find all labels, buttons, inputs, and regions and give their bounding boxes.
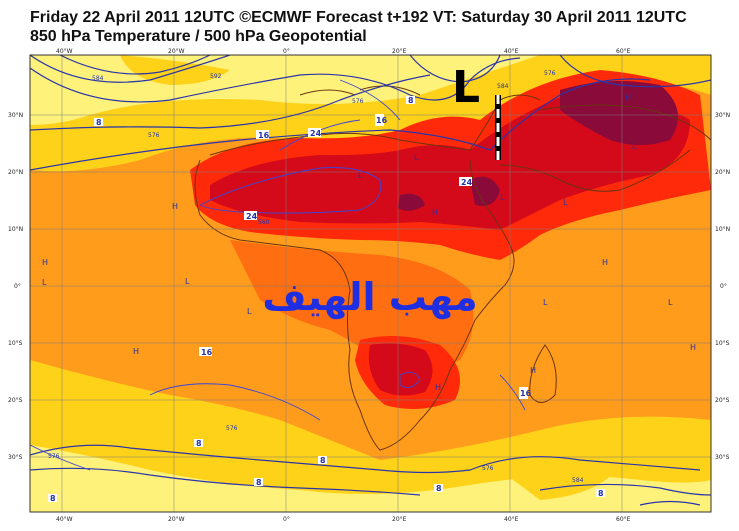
temp-label: 8 bbox=[50, 494, 56, 503]
temp-label: 24 bbox=[246, 212, 258, 221]
lat-label: 20°N bbox=[8, 169, 23, 176]
geo-label: 576 bbox=[48, 453, 60, 460]
lat-label: 10°S bbox=[8, 340, 23, 347]
lon-label: 40°E bbox=[504, 516, 519, 523]
lon-label: 40°W bbox=[56, 48, 73, 55]
arabic-annotation: مهب الهيف bbox=[262, 275, 477, 319]
low-marker: L bbox=[185, 277, 190, 286]
high-marker: H bbox=[530, 366, 536, 375]
geo-label: 560 bbox=[258, 219, 270, 226]
temp-label: 16 bbox=[201, 348, 213, 357]
lat-label: 30°S bbox=[715, 454, 730, 461]
lat-label: 20°S bbox=[8, 397, 23, 404]
lat-label: 20°S bbox=[715, 397, 730, 404]
high-marker: H bbox=[133, 347, 139, 356]
low-marker: L bbox=[247, 307, 252, 316]
longitude-labels: 40°W 20°W 0° 20°E 40°E 60°E 40°W 20°W 0°… bbox=[56, 48, 631, 523]
lon-label: 20°W bbox=[168, 48, 185, 55]
temp-label: 24 bbox=[461, 178, 473, 187]
temp-label: 8 bbox=[196, 439, 202, 448]
high-marker: H bbox=[690, 343, 696, 352]
low-marker: L bbox=[414, 153, 419, 162]
temp-label: 16 bbox=[376, 116, 388, 125]
lat-label: 30°N bbox=[8, 112, 23, 119]
temp-label: 16 bbox=[520, 389, 532, 398]
high-marker: H bbox=[602, 258, 608, 267]
high-marker: H bbox=[432, 208, 438, 217]
temperature-contour-labels: 8 16 24 24 24 16 8 16 16 8 8 8 8 8 8 bbox=[48, 96, 605, 503]
geo-label: 592 bbox=[210, 73, 222, 80]
lat-label: 10°S bbox=[715, 340, 730, 347]
low-marker: L bbox=[563, 198, 568, 207]
geopotential-contours bbox=[30, 55, 711, 506]
low-marker: L bbox=[543, 298, 548, 307]
temp-label: 8 bbox=[96, 118, 102, 127]
geo-label: 584 bbox=[572, 477, 584, 484]
lat-label: 10°N bbox=[715, 226, 730, 233]
geopotential-contour-labels: 584 592 576 576 584 560 576 576 576 576 … bbox=[48, 70, 584, 484]
low-marker: L bbox=[668, 298, 673, 307]
low-marker: L bbox=[632, 142, 637, 151]
latitude-labels: 30°N 20°N 10°N 0° 10°S 20°S 30°S 30°N 20… bbox=[8, 112, 730, 461]
lat-label: 30°N bbox=[715, 112, 730, 119]
lon-label: 40°E bbox=[504, 48, 519, 55]
lon-label: 20°E bbox=[392, 516, 407, 523]
lat-label: 10°N bbox=[8, 226, 23, 233]
geo-label: 584 bbox=[92, 75, 104, 82]
pressure-markers: H H H H H H H H H L L L L L L L L L L bbox=[42, 93, 696, 392]
lat-label: 0° bbox=[14, 283, 21, 290]
map-frame bbox=[29, 54, 712, 513]
high-marker: H bbox=[435, 383, 441, 392]
lon-label: 60°E bbox=[616, 516, 631, 523]
lat-label: 0° bbox=[720, 283, 727, 290]
lat-label: 20°N bbox=[715, 169, 730, 176]
low-pressure-marker: L bbox=[452, 62, 480, 113]
high-marker: H bbox=[172, 202, 178, 211]
geo-label: 576 bbox=[482, 465, 494, 472]
temp-label: 8 bbox=[256, 478, 262, 487]
geo-label: 584 bbox=[497, 83, 509, 90]
lon-label: 20°E bbox=[392, 48, 407, 55]
lon-label: 20°W bbox=[168, 516, 185, 523]
low-marker: L bbox=[42, 278, 47, 287]
lon-label: 60°E bbox=[616, 48, 631, 55]
low-marker: L bbox=[500, 193, 505, 202]
temp-label: 8 bbox=[408, 96, 414, 105]
lon-label: 0° bbox=[283, 48, 290, 55]
temp-label: 8 bbox=[598, 489, 604, 498]
high-marker: H bbox=[42, 258, 48, 267]
temp-label: 16 bbox=[258, 131, 270, 140]
temp-label: 8 bbox=[436, 484, 442, 493]
temp-label: 8 bbox=[320, 456, 326, 465]
lon-label: 0° bbox=[283, 516, 290, 523]
geo-label: 576 bbox=[544, 70, 556, 77]
map-subtitle: 850 hPa Temperature / 500 hPa Geopotenti… bbox=[30, 28, 367, 45]
geo-label: 576 bbox=[226, 425, 238, 432]
high-marker: H bbox=[625, 93, 631, 102]
geo-label: 576 bbox=[148, 132, 160, 139]
lat-label: 30°S bbox=[8, 454, 23, 461]
lon-label: 40°W bbox=[56, 516, 73, 523]
map-title: Friday 22 April 2011 12UTC ©ECMWF Foreca… bbox=[30, 9, 687, 26]
low-marker: L bbox=[358, 171, 363, 180]
temp-label: 24 bbox=[310, 129, 322, 138]
geo-label: 576 bbox=[352, 98, 364, 105]
